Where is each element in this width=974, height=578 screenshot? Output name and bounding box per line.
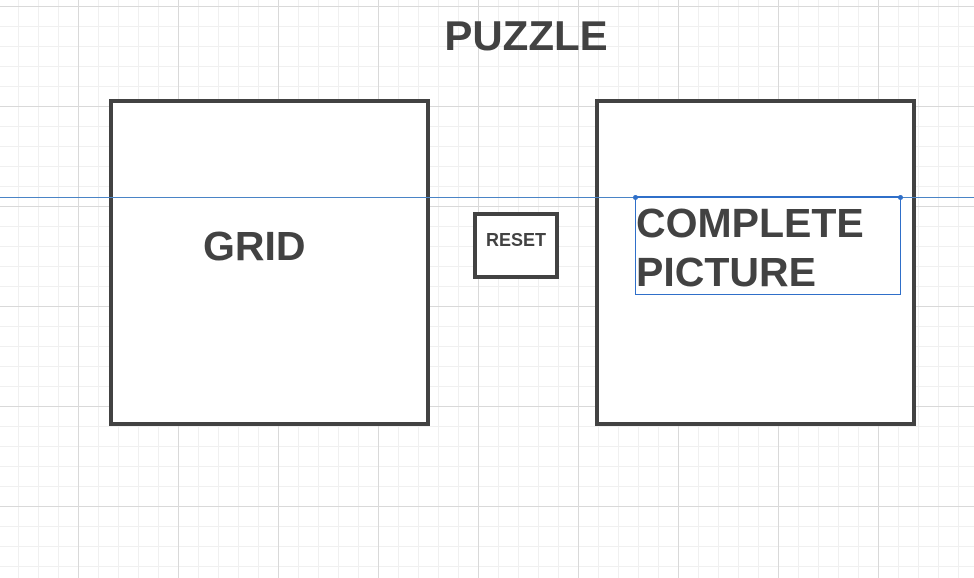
- selection-top-edge: [635, 196, 901, 198]
- selection-handle-left[interactable]: [633, 195, 638, 200]
- complete-picture-label-line2: PICTURE: [636, 249, 816, 295]
- page-title: PUZZLE: [444, 12, 608, 59]
- grid-box[interactable]: [109, 99, 430, 426]
- complete-picture-label-line1: COMPLETE: [636, 200, 864, 246]
- complete-picture-label: COMPLETE PICTURE: [636, 199, 906, 297]
- reset-label: RESET: [485, 230, 546, 250]
- complete-picture-box[interactable]: [595, 99, 916, 426]
- alignment-guide-line: [0, 197, 974, 198]
- selection-handle-right[interactable]: [898, 195, 903, 200]
- reset-button[interactable]: RESET: [473, 212, 559, 279]
- grid-label: GRID: [203, 223, 306, 269]
